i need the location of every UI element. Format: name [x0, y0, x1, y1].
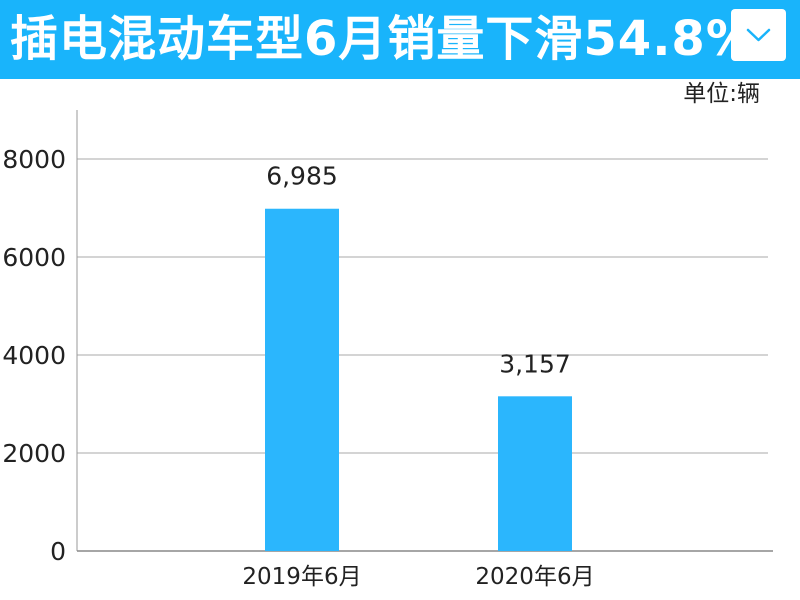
y-tick-label: 2000 — [2, 439, 66, 468]
bar — [498, 396, 572, 551]
data-label: 3,157 — [499, 349, 571, 378]
x-tick-label: 2019年6月 — [242, 564, 361, 590]
unit-label: 单位:辆 — [683, 81, 760, 107]
y-tick-label: 0 — [50, 537, 66, 566]
y-tick-label: 4000 — [2, 341, 66, 370]
x-tick-label: 2020年6月 — [475, 564, 594, 590]
y-tick-label: 8000 — [2, 145, 66, 174]
title-banner: 插电混动车型6月销量下滑54.8% — [0, 0, 800, 79]
y-tick-label: 6000 — [2, 243, 66, 272]
dropdown-button[interactable] — [731, 9, 786, 61]
bar — [265, 208, 339, 552]
data-label: 6,985 — [266, 162, 338, 191]
chevron-down-icon — [746, 28, 771, 42]
page-title: 插电混动车型6月销量下滑54.8% — [10, 11, 755, 67]
